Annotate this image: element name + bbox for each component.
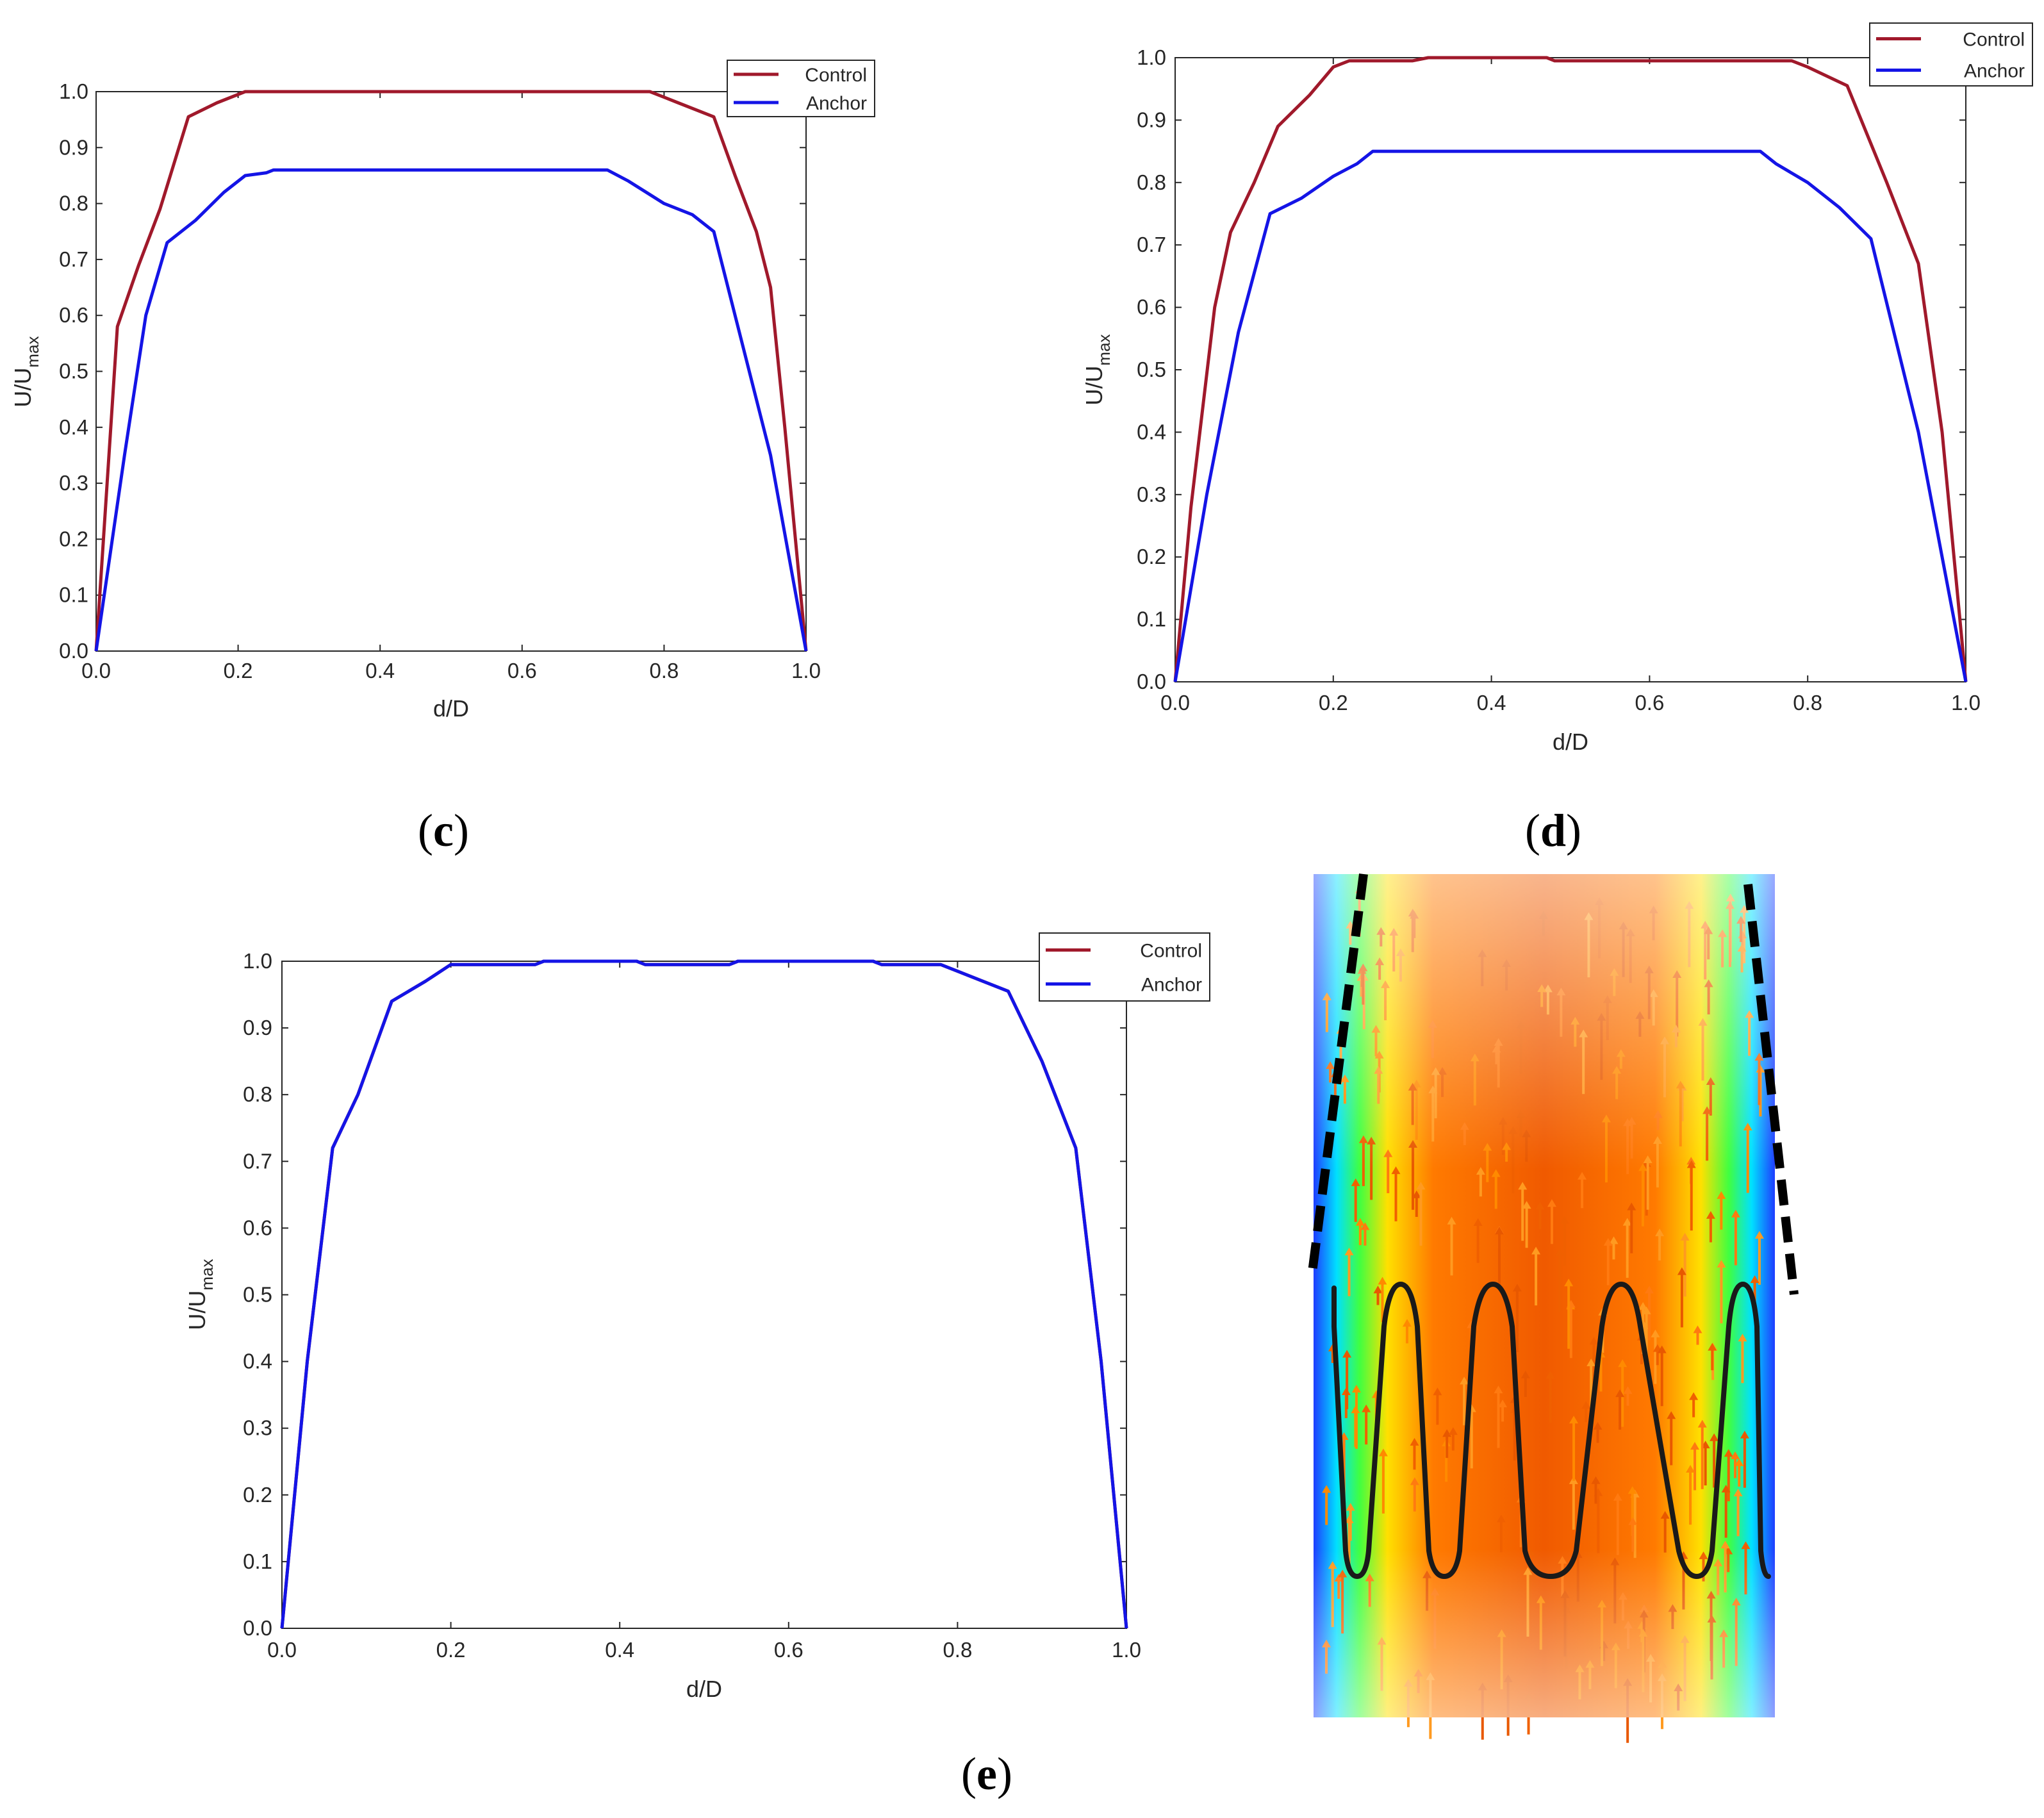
legend-label-control: Control (805, 65, 867, 86)
x-tick-label: 0.8 (1793, 691, 1822, 715)
flow-velocity-field-image (1308, 873, 1799, 1743)
x-tick-label: 0.4 (605, 1638, 634, 1662)
y-tick-label: 0.3 (243, 1416, 272, 1440)
y-tick-label: 0.7 (59, 247, 88, 271)
y-tick-label: 0.7 (1137, 233, 1166, 256)
y-tick-label: 0.9 (243, 1016, 272, 1039)
x-axis-label: d/D (433, 695, 469, 722)
legend-label-anchor: Anchor (806, 93, 867, 114)
vessel-wall-dashed-right (1743, 884, 1799, 1295)
y-axis-label: U/Umax (10, 336, 42, 407)
x-tick-label: 1.0 (1951, 691, 1981, 715)
panel-label-c: (c) (418, 805, 469, 856)
y-tick-label: 0.6 (59, 303, 88, 327)
series-line-control (280, 959, 1128, 1629)
legend: Control Anchor (1039, 932, 1210, 1002)
y-tick-label: 0.7 (243, 1149, 272, 1173)
legend-box (727, 60, 875, 117)
y-tick-label: 1.0 (1137, 45, 1166, 69)
legend-label-anchor: Anchor (1964, 61, 2025, 82)
x-tick-label: 0.6 (1635, 691, 1664, 715)
series-line-anchor (280, 959, 1128, 1629)
y-tick-label: 0.3 (59, 471, 88, 495)
y-tick-label: 0.5 (243, 1283, 272, 1307)
y-tick-label: 0.8 (59, 192, 88, 215)
y-tick-label: 0.0 (1137, 670, 1166, 693)
chart-c: 0.0 0.1 0.2 0.3 0.4 0.5 0.6 0.7 0.8 0.9 1.0 0.0 0.2 0… (10, 60, 875, 722)
y-tick-label: 0.9 (59, 135, 88, 159)
legend-box (1039, 932, 1210, 1002)
series-line-anchor (1173, 149, 1968, 682)
x-tick-label: 0.4 (1477, 691, 1506, 715)
y-tick-label: 0.3 (1137, 483, 1166, 506)
y-tick-label: 0.1 (59, 583, 88, 607)
x-tick-label: 0.0 (267, 1638, 297, 1662)
legend-label-anchor: Anchor (1141, 975, 1202, 996)
y-tick-label: 0.4 (1137, 420, 1166, 443)
y-tick-label: 0.5 (59, 359, 88, 383)
vessel-wall-dashed-left (1308, 873, 1368, 1273)
chart-e: 0.0 0.1 0.2 0.3 0.4 0.5 0.6 0.7 0.8 0.9 1.0 0.0 0.2 0… (184, 932, 1210, 1702)
flow-field-fade (1314, 874, 1775, 1717)
chart-d: 0.0 0.1 0.2 0.3 0.4 0.5 0.6 0.7 0.8 0.9 1.0 0.0 0.2 0… (1081, 22, 2033, 755)
y-tick-label: 0.6 (243, 1216, 272, 1239)
legend-label-control: Control (1963, 29, 2025, 51)
y-tick-label: 1.0 (243, 949, 272, 973)
x-tick-label: 0.2 (1319, 691, 1348, 715)
x-tick-label: 0.2 (224, 659, 253, 682)
series-line-anchor (94, 168, 808, 652)
legend: Control Anchor (727, 60, 875, 117)
y-tick-label: 0.8 (1137, 170, 1166, 194)
x-axis-label: d/D (686, 1676, 722, 1702)
x-tick-label: 0.4 (365, 659, 395, 682)
y-tick-label: 0.4 (59, 415, 88, 439)
y-tick-label: 0.2 (243, 1483, 272, 1507)
x-tick-label: 0.6 (774, 1638, 804, 1662)
legend-box (1869, 22, 2033, 87)
y-tick-label: 0.1 (1137, 607, 1166, 631)
plot-area-frame (281, 961, 1127, 1629)
series-line-control (94, 90, 808, 652)
x-tick-label: 0.6 (507, 659, 537, 682)
x-tick-label: 0.2 (436, 1638, 466, 1662)
x-tick-label: 1.0 (791, 659, 821, 682)
y-tick-label: 0.2 (59, 527, 88, 550)
y-tick-label: 0.6 (1137, 295, 1166, 319)
series-line-control (1173, 56, 1968, 682)
y-axis-label: U/Umax (184, 1259, 217, 1330)
y-tick-label: 0.0 (243, 1616, 272, 1640)
y-tick-label: 1.0 (59, 79, 88, 103)
y-tick-label: 0.4 (243, 1350, 272, 1373)
y-axis-label: U/Umax (1081, 334, 1114, 405)
plot-area-frame (95, 91, 807, 652)
x-tick-label: 0.8 (943, 1638, 972, 1662)
y-tick-label: 0.2 (1137, 545, 1166, 568)
y-tick-label: 0.8 (243, 1082, 272, 1106)
panel-label-d: (d) (1525, 805, 1581, 856)
y-tick-label: 0.1 (243, 1549, 272, 1573)
x-tick-label: 0.0 (1160, 691, 1190, 715)
legend: Control Anchor (1869, 22, 2033, 87)
legend-label-control: Control (1140, 941, 1202, 962)
y-tick-label: 0.9 (1137, 108, 1166, 131)
panel-label-e: (e) (961, 1748, 1012, 1799)
x-tick-label: 0.0 (81, 659, 111, 682)
x-tick-label: 1.0 (1112, 1638, 1141, 1662)
stent-coil-outline (1331, 1282, 1771, 1579)
y-tick-label: 0.5 (1137, 358, 1166, 381)
y-tick-label: 0.0 (59, 639, 88, 663)
x-tick-label: 0.8 (649, 659, 679, 682)
x-axis-label: d/D (1553, 729, 1588, 755)
